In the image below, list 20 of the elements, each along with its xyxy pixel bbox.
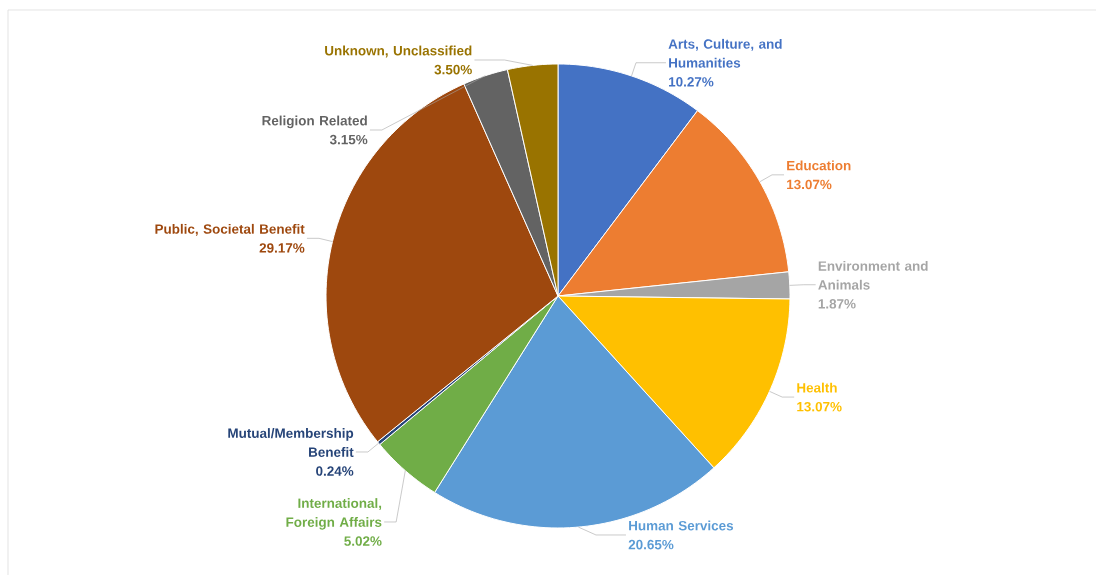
data-label: 29.17% xyxy=(259,243,305,253)
slice-label: Unknown, Unclassified xyxy=(325,45,472,58)
data-label: 1.87% xyxy=(818,299,856,309)
slice-label: Environment and Animals xyxy=(818,260,928,290)
slice-label: Religion Related xyxy=(262,115,367,129)
data-label: 0.24% xyxy=(316,466,354,476)
data-label: 3.15% xyxy=(329,134,368,145)
slice-label: Education xyxy=(787,160,851,171)
slice-label: Arts, Culture, and Humanities xyxy=(668,38,782,68)
data-label: 5.02% xyxy=(344,536,382,546)
slice-label: International, Foreign Affairs xyxy=(286,498,382,530)
data-label: 3.50% xyxy=(434,64,472,75)
data-label: 20.65% xyxy=(628,539,674,550)
slice-label: Health xyxy=(797,382,837,393)
slice-label: Human Services xyxy=(629,520,734,531)
slice-label: Public, Societal Benefit xyxy=(155,223,305,236)
data-label: 13.07% xyxy=(787,179,832,190)
data-label: 10.27% xyxy=(669,77,714,87)
data-label: 13.07% xyxy=(797,401,842,412)
slice-label: Mutual/Membership Benefit xyxy=(228,428,354,457)
